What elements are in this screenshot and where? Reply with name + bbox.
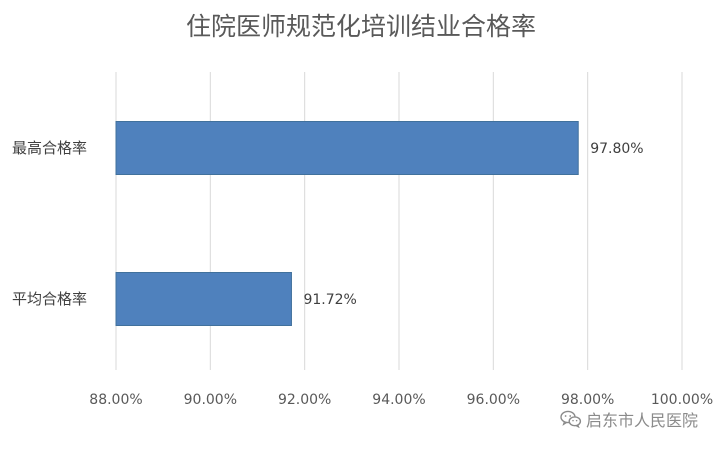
x-tick-label: 90.00% xyxy=(184,392,237,408)
category-label: 最高合格率 xyxy=(12,139,87,157)
bar xyxy=(115,121,579,175)
wechat-icon xyxy=(560,410,582,428)
data-label: 97.80% xyxy=(590,141,643,157)
chart-title: 住院医师规范化培训结业合格率 xyxy=(186,12,536,41)
x-tick-label: 94.00% xyxy=(372,392,425,408)
x-tick-label: 96.00% xyxy=(467,392,520,408)
watermark: 启东市人民医院 xyxy=(560,407,698,431)
data-label: 91.72% xyxy=(303,292,356,308)
bars xyxy=(115,121,579,326)
x-tick-label: 98.00% xyxy=(561,392,614,408)
watermark-text: 启东市人民医院 xyxy=(585,411,698,430)
labels: 88.00% 90.00% 92.00% 94.00% 96.00% 98.00% 100.… xyxy=(12,139,713,408)
x-tick-label: 100.00% xyxy=(651,392,713,408)
x-tick-label: 88.00% xyxy=(89,392,142,408)
category-label: 平均合格率 xyxy=(12,290,87,308)
bar xyxy=(115,272,292,326)
x-tick-label: 92.00% xyxy=(278,392,331,408)
